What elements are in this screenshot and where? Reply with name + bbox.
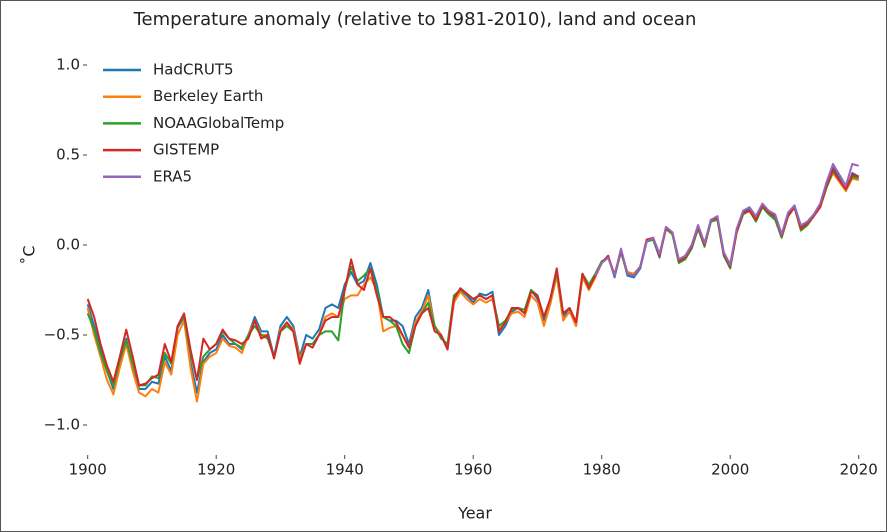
series-line: [594, 163, 859, 277]
x-tick-label: 2020: [840, 461, 878, 479]
legend-label: ERA5: [153, 167, 192, 185]
y-tick-label: −1.0: [44, 416, 80, 434]
legend-label: NOAAGlobalTemp: [153, 114, 284, 132]
y-tick-label: 0.5: [56, 146, 80, 164]
y-tick-label: −0.5: [44, 326, 80, 344]
x-tick-label: 1960: [454, 461, 492, 479]
x-tick-label: 1920: [197, 461, 235, 479]
x-tick-label: 1940: [326, 461, 364, 479]
y-tick-label: 1.0: [56, 56, 80, 74]
x-tick-label: 2000: [711, 461, 749, 479]
y-axis-label: ˚C: [20, 245, 39, 264]
legend-label: GISTEMP: [153, 141, 219, 159]
legend-label: Berkeley Earth: [153, 87, 263, 105]
x-tick-label: 1900: [69, 461, 107, 479]
y-tick-label: 0.0: [56, 236, 80, 254]
legend-label: HadCRUT5: [153, 61, 234, 79]
series-line: [86, 168, 859, 387]
chart-title: Temperature anomaly (relative to 1981-20…: [133, 9, 697, 30]
x-tick-label: 1980: [583, 461, 621, 479]
x-axis-label: Year: [457, 504, 492, 523]
